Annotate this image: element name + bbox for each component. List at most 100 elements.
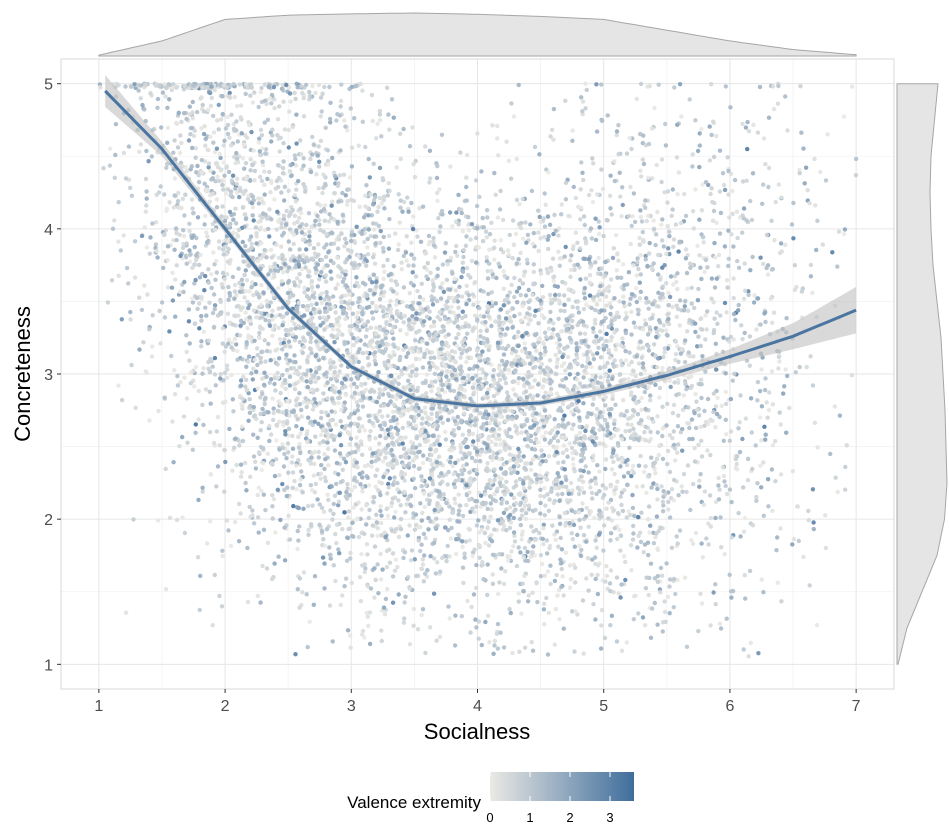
- data-point: [283, 432, 288, 437]
- data-point: [654, 531, 659, 536]
- data-point: [556, 485, 562, 491]
- data-point: [274, 438, 279, 443]
- data-point: [640, 140, 645, 146]
- data-point: [144, 245, 150, 250]
- data-point: [463, 324, 468, 329]
- data-point: [381, 263, 386, 269]
- data-point: [225, 122, 231, 128]
- data-point: [420, 416, 425, 421]
- data-point: [507, 606, 512, 612]
- data-point: [200, 485, 205, 490]
- data-point: [748, 396, 754, 401]
- data-point: [270, 504, 275, 509]
- data-point: [270, 327, 275, 332]
- data-point: [421, 579, 426, 584]
- data-point: [489, 220, 494, 225]
- data-point: [849, 373, 855, 378]
- data-point: [273, 186, 278, 191]
- data-point: [395, 564, 400, 570]
- data-point: [435, 266, 440, 271]
- data-point: [655, 414, 660, 419]
- data-point: [193, 277, 198, 283]
- data-point: [105, 300, 111, 305]
- data-point: [495, 123, 500, 129]
- data-point: [585, 349, 590, 355]
- data-point: [258, 256, 264, 261]
- data-point: [498, 442, 503, 447]
- data-point: [778, 472, 784, 477]
- data-point: [300, 303, 306, 309]
- data-point: [184, 241, 189, 246]
- data-point: [563, 368, 568, 373]
- data-point: [705, 265, 710, 270]
- data-point: [293, 359, 298, 365]
- data-point: [236, 266, 241, 271]
- data-point: [392, 568, 398, 573]
- data-point: [329, 276, 334, 281]
- data-point: [360, 632, 365, 637]
- data-point: [698, 265, 703, 270]
- data-point: [646, 344, 651, 349]
- data-point: [627, 350, 632, 355]
- data-point: [252, 90, 257, 95]
- data-point: [315, 284, 320, 289]
- data-point: [282, 487, 287, 492]
- data-point: [563, 197, 569, 202]
- data-point: [250, 508, 255, 513]
- data-point: [457, 386, 462, 391]
- data-point: [342, 299, 347, 305]
- data-point: [682, 304, 687, 309]
- data-point: [407, 144, 413, 149]
- data-point: [490, 572, 495, 577]
- data-point: [226, 169, 232, 175]
- data-point: [460, 315, 465, 321]
- data-point: [212, 88, 217, 93]
- data-point: [689, 417, 695, 422]
- data-point: [382, 290, 387, 295]
- data-point: [481, 289, 486, 294]
- data-point: [572, 263, 577, 268]
- data-point: [245, 599, 251, 605]
- data-point: [386, 233, 392, 239]
- data-point: [469, 455, 475, 461]
- data-point: [323, 125, 328, 130]
- data-point: [350, 324, 355, 329]
- data-point: [778, 422, 783, 427]
- data-point: [282, 337, 287, 342]
- data-point: [591, 396, 596, 401]
- data-point: [640, 361, 646, 366]
- data-point: [553, 537, 558, 542]
- data-point: [336, 503, 341, 508]
- data-point: [326, 446, 331, 452]
- data-point: [227, 261, 232, 266]
- data-point: [742, 330, 747, 336]
- data-point: [379, 414, 385, 419]
- data-point: [206, 267, 211, 272]
- data-point: [687, 425, 692, 431]
- data-point: [422, 265, 427, 270]
- data-point: [399, 315, 404, 320]
- data-point: [648, 635, 654, 640]
- data-point: [372, 261, 378, 266]
- data-point: [438, 461, 443, 466]
- data-point: [391, 336, 396, 341]
- data-point: [123, 610, 129, 615]
- data-point: [377, 441, 382, 446]
- data-point: [197, 326, 202, 331]
- data-point: [126, 281, 131, 286]
- data-point: [421, 491, 427, 496]
- data-point: [622, 488, 627, 493]
- data-point: [296, 505, 301, 511]
- data-point: [569, 445, 575, 451]
- data-point: [170, 270, 175, 275]
- data-point: [609, 467, 615, 472]
- data-point: [570, 456, 576, 462]
- data-point: [308, 339, 313, 345]
- data-point: [422, 553, 427, 558]
- data-point: [693, 329, 698, 335]
- data-point: [599, 319, 604, 325]
- data-point: [233, 436, 238, 441]
- data-point: [346, 526, 351, 532]
- data-point: [293, 265, 298, 270]
- data-point: [461, 254, 466, 260]
